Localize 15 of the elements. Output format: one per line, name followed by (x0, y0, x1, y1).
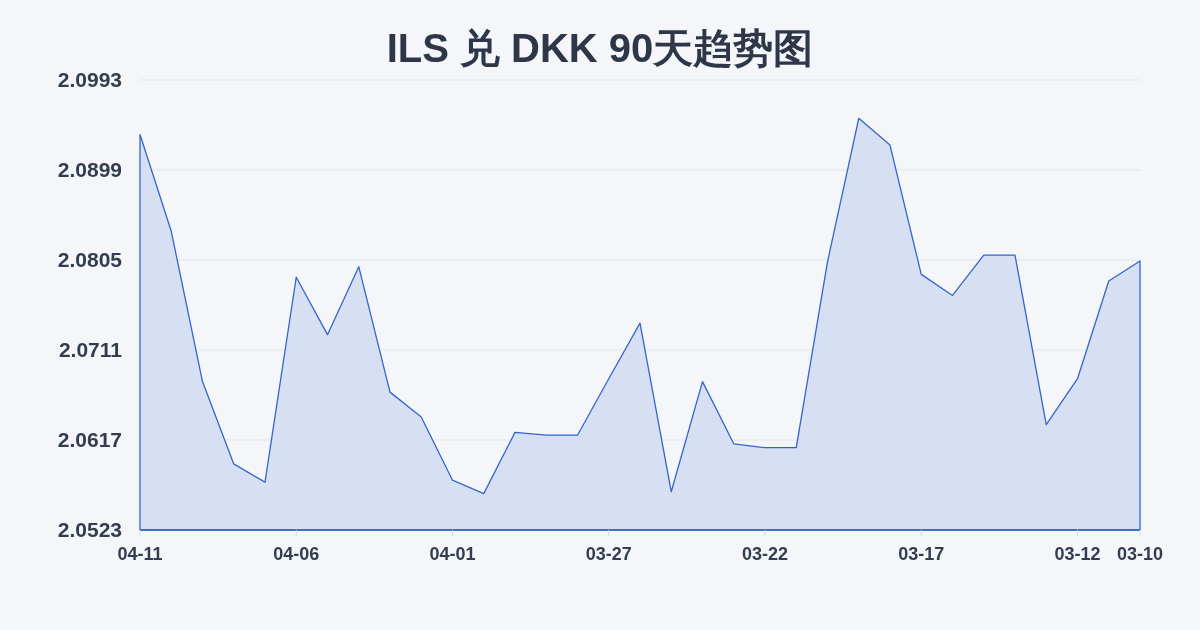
x-tick-label: 03-22 (742, 544, 788, 564)
x-tick-label: 03-10 (1117, 544, 1163, 564)
title: ILS 兑 DKK 90天趋势图 (386, 26, 814, 70)
y-tick-label: 2.0617 (57, 428, 122, 451)
y-tick-label: 2.0899 (57, 158, 122, 181)
y-tick-label: 2.0711 (58, 338, 122, 361)
y-tick-label: 2.0993 (57, 68, 122, 91)
x-tick-label: 03-27 (585, 544, 632, 564)
x-tick-label: 04-01 (429, 544, 476, 564)
y-tick-label: 2.0805 (57, 248, 122, 271)
y-tick-label: 2.0523 (57, 518, 122, 541)
x-tick-label: 04-11 (117, 544, 163, 564)
x-tick-label: 03-12 (1054, 544, 1101, 564)
x-tick-label: 03-17 (898, 544, 945, 564)
x-tick-label: 04-06 (273, 544, 320, 564)
